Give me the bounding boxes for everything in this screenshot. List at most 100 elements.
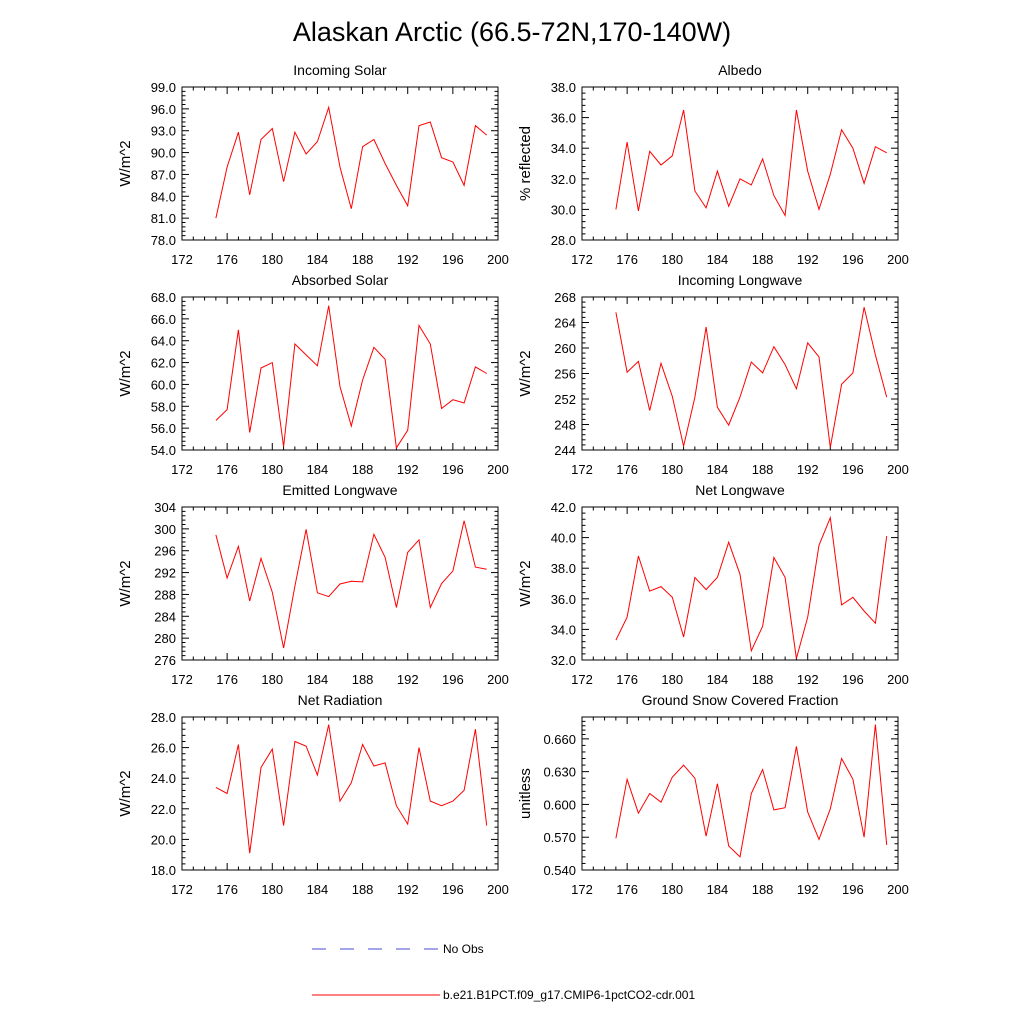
x-tick-label: 184 bbox=[707, 462, 729, 477]
x-tick-label: 200 bbox=[487, 672, 509, 687]
y-tick-label: 28.0 bbox=[551, 233, 576, 248]
y-tick-label: 18.0 bbox=[151, 863, 176, 878]
y-tick-label: 40.0 bbox=[551, 531, 576, 546]
x-tick-label: 180 bbox=[661, 882, 683, 897]
y-tick-label: 28.0 bbox=[151, 710, 176, 725]
x-tick-label: 180 bbox=[261, 882, 283, 897]
x-tick-label: 184 bbox=[707, 882, 729, 897]
series-line bbox=[615, 724, 888, 858]
y-tick-label: 296 bbox=[154, 544, 176, 559]
y-tick-label: 96.0 bbox=[151, 102, 176, 117]
y-tick-label: 252 bbox=[554, 392, 576, 407]
x-tick-label: 192 bbox=[797, 252, 819, 267]
x-tick-label: 180 bbox=[261, 462, 283, 477]
y-tick-label: 38.0 bbox=[551, 80, 576, 95]
y-tick-label: 292 bbox=[154, 566, 176, 581]
x-tick-label: 188 bbox=[752, 252, 774, 267]
x-tick-label: 192 bbox=[397, 462, 419, 477]
y-tick-label: 244 bbox=[554, 443, 576, 458]
y-tick-label: 99.0 bbox=[151, 80, 176, 95]
y-tick-label: 268 bbox=[554, 290, 576, 305]
series-line bbox=[615, 307, 888, 448]
y-tick-label: 24.0 bbox=[151, 771, 176, 786]
y-axis-label: % reflected bbox=[517, 126, 534, 201]
y-tick-label: 54.0 bbox=[151, 443, 176, 458]
legend-label-model: b.e21.B1PCT.f09_g17.CMIP6-1pctCO2-cdr.00… bbox=[443, 988, 695, 1002]
y-tick-label: 78.0 bbox=[151, 233, 176, 248]
panel-title: Net Longwave bbox=[695, 482, 785, 498]
x-tick-label: 184 bbox=[707, 672, 729, 687]
y-tick-label: 256 bbox=[554, 367, 576, 382]
y-tick-label: 58.0 bbox=[151, 399, 176, 414]
x-tick-label: 184 bbox=[307, 672, 329, 687]
x-tick-label: 176 bbox=[216, 462, 238, 477]
x-tick-label: 200 bbox=[887, 462, 909, 477]
plot-frame bbox=[581, 296, 899, 451]
chart-panel-8: Ground Snow Covered Fraction unitless 172 1… bbox=[517, 692, 909, 897]
x-tick-label: 200 bbox=[487, 882, 509, 897]
y-tick-label: 87.0 bbox=[151, 167, 176, 182]
x-tick-label: 200 bbox=[887, 252, 909, 267]
x-tick-label: 184 bbox=[707, 252, 729, 267]
y-tick-label: 264 bbox=[554, 316, 576, 331]
plot-frame bbox=[181, 296, 499, 451]
y-tick-label: 81.0 bbox=[151, 211, 176, 226]
y-tick-label: 60.0 bbox=[151, 377, 176, 392]
y-tick-label: 32.0 bbox=[551, 653, 576, 668]
y-tick-label: 26.0 bbox=[151, 741, 176, 756]
x-tick-label: 176 bbox=[616, 462, 638, 477]
x-tick-label: 196 bbox=[842, 252, 864, 267]
x-tick-label: 172 bbox=[571, 462, 593, 477]
x-tick-label: 172 bbox=[171, 252, 193, 267]
y-tick-label: 0.660 bbox=[543, 732, 576, 747]
x-tick-label: 196 bbox=[842, 462, 864, 477]
x-tick-label: 188 bbox=[752, 882, 774, 897]
y-tick-label: 42.0 bbox=[551, 500, 576, 515]
y-tick-label: 93.0 bbox=[151, 124, 176, 139]
x-tick-label: 180 bbox=[661, 252, 683, 267]
x-tick-label: 188 bbox=[352, 462, 374, 477]
series-line bbox=[215, 305, 487, 450]
x-tick-label: 184 bbox=[307, 252, 329, 267]
x-tick-label: 188 bbox=[752, 462, 774, 477]
panel-title: Incoming Solar bbox=[293, 62, 387, 78]
plot-frame bbox=[581, 86, 899, 241]
y-tick-label: 32.0 bbox=[551, 172, 576, 187]
y-tick-label: 38.0 bbox=[551, 561, 576, 576]
y-tick-label: 62.0 bbox=[151, 356, 176, 371]
x-tick-label: 176 bbox=[616, 672, 638, 687]
y-tick-label: 22.0 bbox=[151, 802, 176, 817]
x-tick-label: 172 bbox=[571, 882, 593, 897]
panel-title: Net Radiation bbox=[298, 692, 383, 708]
chart-panel-4: Incoming Longwave W/m^2 172 176 180 184 188 192… bbox=[517, 272, 909, 477]
x-tick-label: 188 bbox=[352, 252, 374, 267]
y-tick-label: 64.0 bbox=[151, 334, 176, 349]
x-tick-label: 172 bbox=[571, 252, 593, 267]
chart-panel-1: Incoming Solar W/m^2 172 176 180 184 188 192 196… bbox=[117, 62, 509, 267]
y-tick-label: 90.0 bbox=[151, 146, 176, 161]
legend-label-no-obs: No Obs bbox=[443, 942, 484, 956]
chart-panel-2: Albedo % reflected 172 176 180 184 188 192 196 20… bbox=[517, 62, 909, 267]
x-tick-label: 200 bbox=[487, 462, 509, 477]
x-tick-label: 192 bbox=[797, 462, 819, 477]
y-tick-label: 276 bbox=[154, 653, 176, 668]
x-tick-label: 192 bbox=[397, 882, 419, 897]
series-line bbox=[215, 105, 488, 219]
chart-panel-3: Absorbed Solar W/m^2 172 176 180 184 188 192 196… bbox=[117, 272, 509, 477]
y-tick-label: 30.0 bbox=[551, 202, 576, 217]
y-axis-label: W/m^2 bbox=[517, 560, 534, 606]
y-tick-label: 0.600 bbox=[543, 797, 576, 812]
y-tick-label: 36.0 bbox=[551, 592, 576, 607]
x-tick-label: 180 bbox=[661, 672, 683, 687]
x-tick-label: 192 bbox=[797, 882, 819, 897]
plot-frame bbox=[181, 86, 499, 241]
y-tick-label: 68.0 bbox=[151, 290, 176, 305]
x-tick-label: 172 bbox=[171, 672, 193, 687]
x-tick-label: 200 bbox=[487, 252, 509, 267]
x-tick-label: 200 bbox=[887, 672, 909, 687]
panel-title: Emitted Longwave bbox=[282, 482, 397, 498]
x-tick-label: 172 bbox=[171, 882, 193, 897]
y-tick-label: 288 bbox=[154, 587, 176, 602]
x-tick-label: 176 bbox=[216, 252, 238, 267]
